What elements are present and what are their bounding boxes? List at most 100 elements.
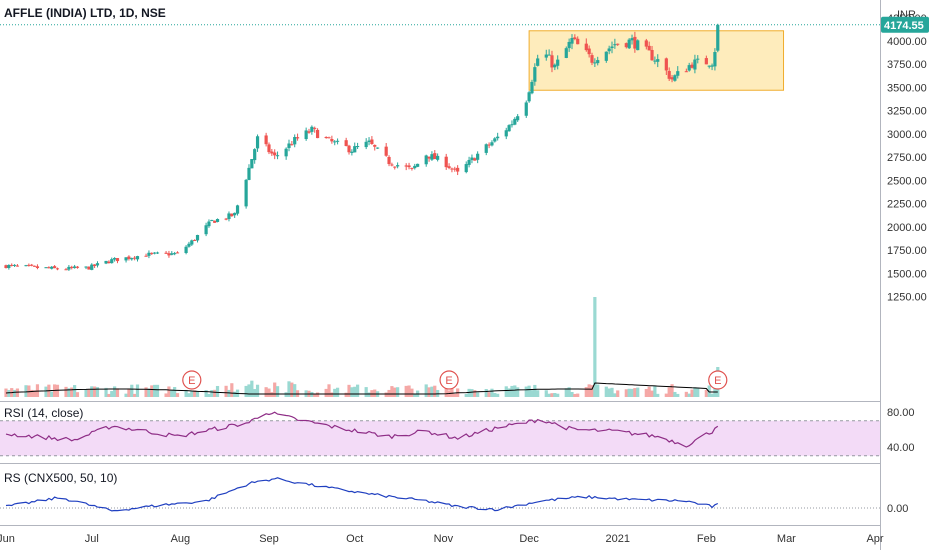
candle-body [533, 67, 537, 82]
volume-bar [170, 390, 174, 397]
candle-body [255, 136, 260, 149]
volume-bar [110, 391, 114, 397]
volume-bar [693, 387, 697, 397]
volume-bar [330, 392, 334, 397]
earnings-marker-label: E [445, 375, 452, 387]
volume-bar [67, 388, 71, 397]
candle-body [284, 148, 288, 157]
volume-bar [233, 391, 237, 397]
candle-body [704, 58, 708, 65]
volume-bar [507, 388, 511, 397]
candle-body [7, 264, 11, 268]
candle-body [215, 218, 220, 222]
rs-title: RS (CNX500, 50, 10) [4, 471, 117, 485]
volume-bar [87, 389, 91, 397]
candle-body [493, 138, 497, 142]
candle-body [393, 166, 397, 168]
candle-body [556, 59, 560, 66]
candle-body [67, 266, 71, 270]
candle-body [696, 58, 700, 60]
volume-bar [704, 389, 708, 397]
candle-body [187, 243, 191, 247]
volume-bar [656, 393, 660, 397]
candle-body [173, 253, 177, 255]
price-tick-label: 1500.00 [887, 268, 927, 280]
candle-body [713, 52, 717, 67]
price-tick-label: 2000.00 [887, 222, 927, 234]
volume-bar [150, 385, 154, 397]
volume-bar [115, 388, 120, 397]
volume-bar [147, 388, 151, 397]
candle-body [147, 252, 151, 256]
candle-body [664, 58, 668, 71]
candle-body [564, 48, 568, 58]
candle-body [307, 131, 311, 133]
volume-bar [267, 388, 271, 397]
time-tick-label: Mar [777, 533, 796, 545]
price-tick-label: 2750.00 [887, 152, 927, 164]
volume-bar [327, 384, 331, 397]
candle-body [235, 205, 240, 214]
candle-body [90, 264, 94, 270]
candle-body [644, 40, 648, 47]
price-tick-label: 3500.00 [887, 82, 927, 94]
volume-bar [84, 389, 88, 397]
volume-bar [596, 384, 600, 397]
volume-bar [473, 390, 477, 397]
candle-body [135, 256, 140, 260]
candle-body [607, 48, 611, 52]
volume-bar [50, 391, 54, 397]
volume-bar [273, 382, 277, 397]
candle-body [350, 151, 354, 153]
candle-body [32, 265, 37, 267]
volume-bar [650, 390, 654, 397]
candle-body [396, 165, 400, 167]
candle-body [687, 65, 691, 71]
volume-bar [713, 385, 717, 397]
volume-bar [64, 386, 68, 397]
volume-bar [173, 387, 177, 397]
candle-body [573, 37, 577, 40]
rsi-line [5, 411, 719, 448]
volume-bar [250, 380, 254, 397]
volume-bar [487, 392, 491, 397]
volume-bar [533, 384, 537, 397]
candle-body [287, 143, 291, 149]
earnings-marker[interactable] [439, 370, 459, 390]
candle-body [315, 129, 320, 139]
candle-body [596, 60, 600, 64]
volume-bar [393, 387, 397, 397]
candle-body [473, 158, 477, 161]
candle-body [513, 118, 517, 125]
candle-body [193, 239, 197, 241]
candle-body [124, 257, 128, 261]
candle-body [367, 140, 371, 143]
volume-bar [527, 385, 531, 397]
volume-bar [144, 387, 148, 397]
candle-body [653, 60, 657, 62]
candle-body [347, 145, 351, 153]
candle-body [35, 266, 40, 269]
volume-bar [130, 384, 134, 397]
volume-bar [676, 393, 680, 397]
candle-body [444, 156, 448, 168]
volume-bar [413, 393, 417, 397]
earnings-marker[interactable] [708, 370, 728, 390]
candle-body [230, 213, 234, 217]
candle-body [667, 70, 671, 79]
candle-body [510, 124, 514, 126]
candle-body [593, 62, 597, 64]
candle-body [504, 130, 508, 137]
candle-body [233, 212, 237, 216]
last-price-value: 4174.55 [884, 20, 924, 32]
volume-bar [364, 387, 368, 397]
candle-body [670, 77, 674, 80]
time-tick-label: Oct [346, 533, 363, 545]
candle-body [370, 139, 374, 145]
volume-bar [513, 385, 517, 397]
candle-body [107, 261, 111, 264]
candle-body [204, 225, 208, 235]
earnings-marker[interactable] [182, 370, 202, 390]
candle-body [650, 49, 654, 61]
